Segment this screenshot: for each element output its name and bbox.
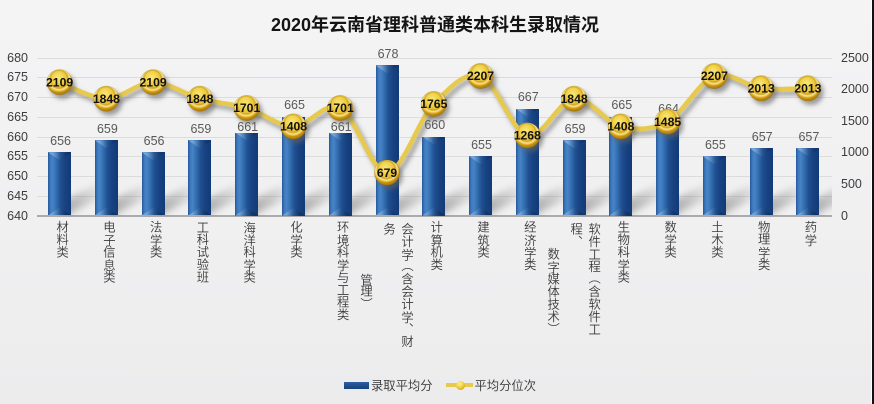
svg-text:2207: 2207: [701, 69, 728, 83]
svg-text:2109: 2109: [140, 75, 167, 89]
svg-text:1848: 1848: [186, 92, 213, 106]
svg-text:1701: 1701: [233, 101, 260, 115]
svg-text:1408: 1408: [607, 120, 634, 134]
svg-text:2207: 2207: [467, 69, 494, 83]
svg-text:1848: 1848: [561, 92, 588, 106]
svg-text:1268: 1268: [514, 129, 541, 143]
svg-text:1485: 1485: [654, 115, 681, 129]
svg-text:1848: 1848: [93, 92, 120, 106]
svg-text:2013: 2013: [794, 82, 821, 96]
svg-text:2109: 2109: [46, 75, 73, 89]
svg-text:1408: 1408: [280, 120, 307, 134]
svg-text:1765: 1765: [420, 97, 447, 111]
svg-text:2013: 2013: [748, 82, 775, 96]
svg-text:1701: 1701: [327, 101, 354, 115]
svg-text:679: 679: [377, 166, 398, 180]
